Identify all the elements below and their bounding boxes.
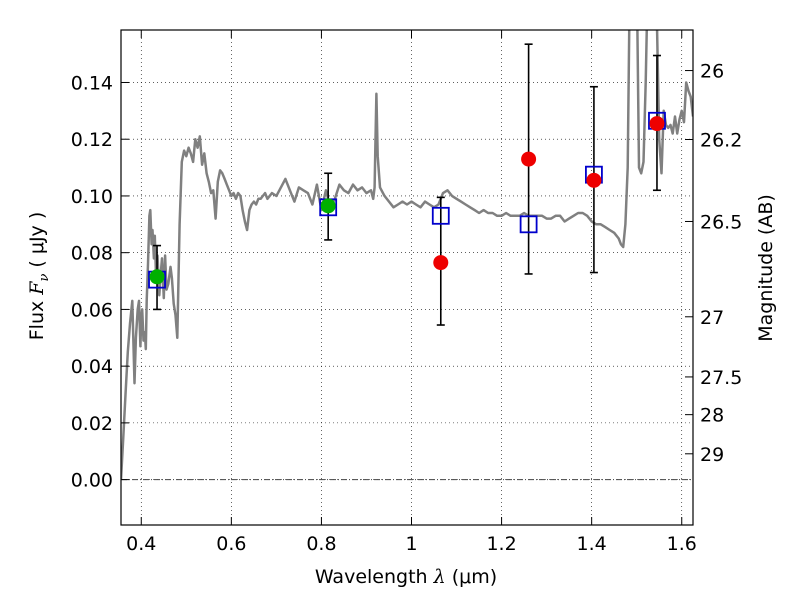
y-tick-label: 0.00 xyxy=(71,470,113,492)
x-tick-labels: 0.4 0.6 0.8 1 1.2 1.4 1.6 xyxy=(126,533,697,555)
observed-point-red xyxy=(521,151,537,167)
x-tick-label: 0.4 xyxy=(126,533,156,555)
right-tick-label: 26.5 xyxy=(700,211,742,233)
y-axis-label: Flux Fν ( μJy ) xyxy=(26,212,52,341)
y-tick-labels: 0.00 0.02 0.04 0.06 0.08 0.10 0.12 0.14 xyxy=(71,72,113,491)
grid xyxy=(121,30,693,525)
observed-point-green xyxy=(149,269,165,285)
observed-point-red xyxy=(433,255,449,271)
y-tick-label: 0.02 xyxy=(71,413,113,435)
error-bars xyxy=(153,43,661,326)
y-tick-label: 0.04 xyxy=(71,356,113,378)
observed-photometry-points xyxy=(149,116,665,285)
model-point-square xyxy=(431,206,450,225)
x-tick-label: 0.8 xyxy=(306,533,336,555)
tick-marks xyxy=(121,30,693,525)
observed-point-red xyxy=(586,172,602,188)
x-tick-label: 0.6 xyxy=(216,533,246,555)
right-tick-label: 26 xyxy=(700,61,724,83)
x-tick-label: 1.4 xyxy=(577,533,607,555)
y-tick-label: 0.10 xyxy=(71,186,113,208)
y-tick-label: 0.08 xyxy=(71,243,113,265)
model-spectrum-layer xyxy=(121,30,693,480)
right-tick-label: 28 xyxy=(700,405,724,427)
plot-frame xyxy=(120,29,694,526)
x-tick-label: 1.6 xyxy=(667,533,697,555)
model-spectrum-line xyxy=(121,30,693,480)
model-point-square xyxy=(519,215,538,234)
y-tick-label: 0.14 xyxy=(71,72,113,94)
right-tick-labels: 26 26.2 26.5 27 27.5 28 29 xyxy=(700,61,742,466)
observed-point-green xyxy=(320,198,336,214)
right-tick-label: 27 xyxy=(700,307,724,329)
right-tick-label: 29 xyxy=(700,444,724,466)
right-tick-label: 26.2 xyxy=(700,129,742,151)
observed-point-red xyxy=(649,116,665,132)
y-tick-label: 0.12 xyxy=(71,129,113,151)
right-axis-label: Magnitude (AB) xyxy=(755,194,777,342)
x-axis-label: Wavelength λ (μm) xyxy=(315,566,497,588)
model-photometry-points xyxy=(148,111,666,289)
x-tick-label: 1.2 xyxy=(486,533,516,555)
x-tick-label: 1 xyxy=(405,533,417,555)
right-tick-label: 27.5 xyxy=(700,367,742,389)
y-tick-label: 0.06 xyxy=(71,299,113,321)
